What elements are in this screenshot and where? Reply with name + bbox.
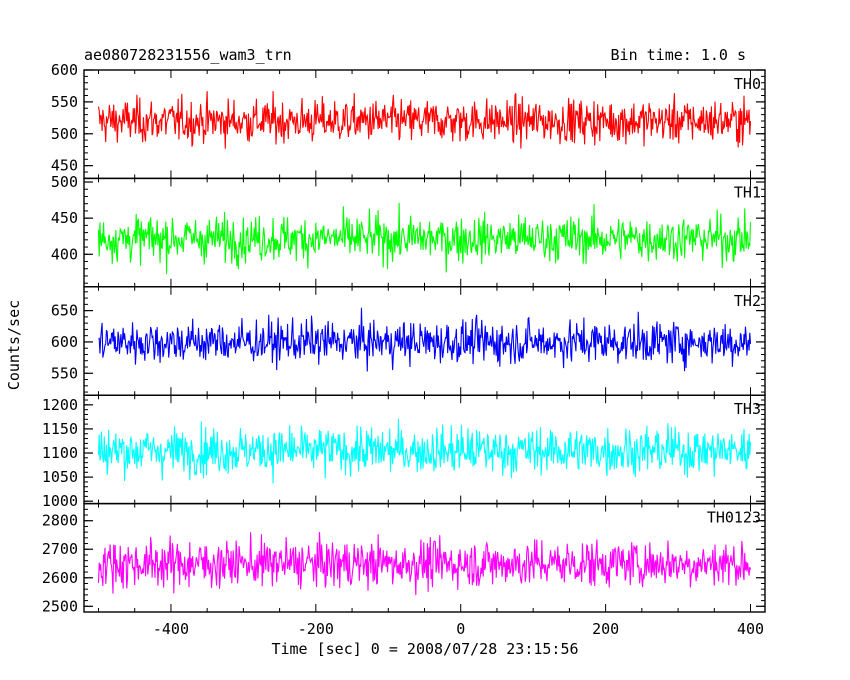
x-tick-label: 200 [592,620,619,638]
y-tick-label: 550 [51,93,78,111]
y-tick-label: 2600 [42,569,78,587]
series-line-th0 [97,91,752,149]
chart-title: ae080728231556_wam3_trn [84,46,292,64]
y-tick-label: 2700 [42,540,78,558]
y-tick-label: 1150 [42,420,78,438]
panel-label-th2: TH2 [734,292,761,310]
panel-label-th0123: TH0123 [707,509,761,527]
x-axis-label: Time [sec] 0 = 2008/07/28 23:15:56 [271,640,578,658]
y-tick-label: 500 [51,173,78,191]
y-tick-label: 450 [51,157,78,175]
x-tick-label: -400 [153,620,189,638]
y-tick-label: 400 [51,245,78,263]
y-tick-label: 2800 [42,512,78,530]
series-line-th1 [97,202,752,275]
y-tick-label: 500 [51,125,78,143]
x-tick-label: 0 [456,620,465,638]
y-tick-label: 650 [51,302,78,320]
series-line-th3 [97,418,752,484]
x-tick-label: 400 [737,620,764,638]
panel-label-th1: TH1 [734,183,761,201]
x-tick-label: -200 [298,620,334,638]
y-tick-label: 1200 [42,396,78,414]
y-tick-label: 1000 [42,492,78,510]
y-tick-label: 450 [51,209,78,227]
y-tick-label: 1100 [42,444,78,462]
y-tick-label: 2500 [42,597,78,615]
bin-time-label: Bin time: 1.0 s [611,46,746,64]
panels-group: 450500550600TH0400450500TH1550600650TH21… [42,61,766,638]
panel-label-th0: TH0 [734,75,761,93]
panel-label-th3: TH3 [734,400,761,418]
y-tick-label: 600 [51,333,78,351]
y-axis-label: Counts/sec [5,300,23,390]
series-line-th0123 [97,532,752,596]
y-tick-label: 1050 [42,468,78,486]
y-tick-label: 550 [51,364,78,382]
y-tick-label: 600 [51,61,78,79]
series-line-th2 [98,307,752,372]
